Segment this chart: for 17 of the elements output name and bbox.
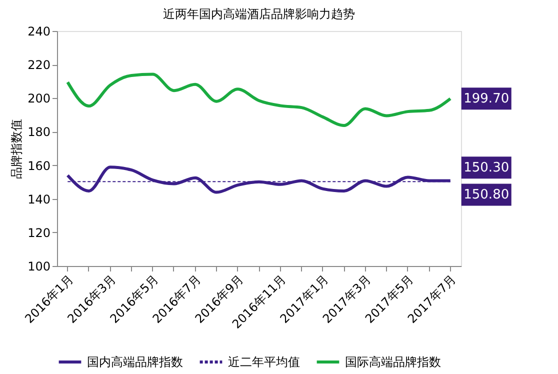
- y-tick-label: 180: [28, 125, 50, 140]
- data-label: 199.70: [464, 92, 510, 107]
- legend-label: 国内高端品牌指数: [87, 355, 183, 369]
- y-tick-label: 200: [28, 92, 50, 106]
- data-label: 150.30: [464, 160, 510, 176]
- y-tick-label: 100: [28, 260, 50, 274]
- chart-title: 近两年国内高端酒店品牌影响力趋势: [163, 7, 355, 21]
- legend-label: 近二年平均值: [228, 355, 300, 369]
- y-tick-label: 160: [28, 158, 50, 173]
- line-series: [66, 72, 452, 128]
- y-tick-label: 240: [28, 24, 50, 38]
- y-tick-label: 220: [28, 58, 50, 72]
- legend-label: 国际高端品牌指数: [345, 355, 441, 369]
- y-tick-label: 120: [28, 226, 50, 240]
- data-label: 150.80: [464, 188, 510, 203]
- y-axis-title: 品牌指数值: [10, 119, 24, 179]
- y-tick-label: 140: [28, 192, 50, 206]
